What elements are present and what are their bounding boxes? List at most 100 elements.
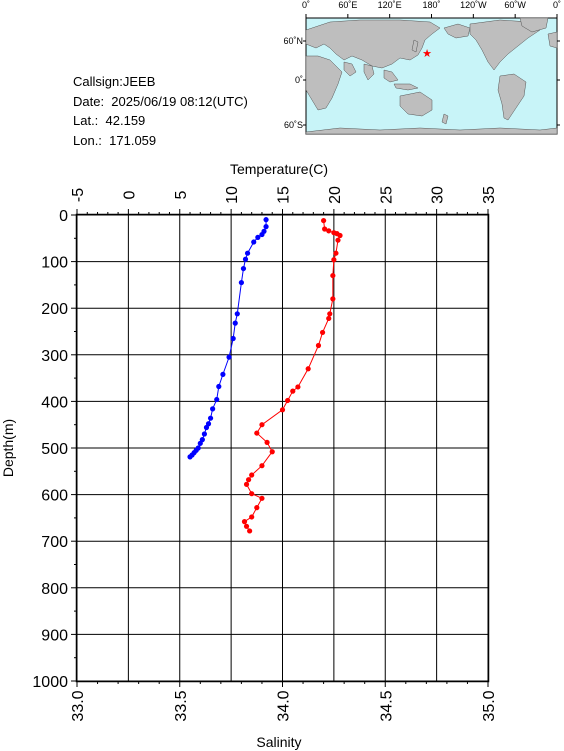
chart-grid — [76, 214, 489, 682]
salinity-point — [251, 239, 257, 245]
temperature-point — [330, 272, 336, 279]
map-lon-label: 180˚ — [422, 0, 440, 10]
salinity-tick-label: 33.5 — [173, 690, 190, 721]
salinity-point — [197, 440, 203, 446]
temperature-point — [247, 528, 253, 534]
map-longitude-labels: 0˚ 60˚E 120˚E 180˚ 120˚W 60˚W 0˚ — [302, 0, 561, 10]
temperature-point — [259, 422, 265, 428]
temperature-tick-label: 15 — [276, 186, 293, 204]
temperature-point — [264, 439, 270, 446]
temperature-point — [249, 491, 255, 497]
longitude-text: Lon.: 171.059 — [73, 132, 157, 148]
salinity-point — [226, 354, 232, 360]
salinity-point — [238, 279, 244, 286]
temperature-point — [249, 514, 255, 520]
temperature-point — [269, 449, 275, 455]
depth-tick-label: 300 — [41, 348, 68, 365]
depth-tick-label: 200 — [41, 301, 68, 318]
salinity-point — [201, 431, 208, 437]
map-lat-label: 60˚N — [283, 36, 303, 46]
temperature-point — [322, 226, 328, 232]
latitude-text: Lat.: 42.159 — [73, 113, 146, 128]
temperature-point — [279, 407, 286, 413]
salinity-point — [189, 452, 195, 458]
temperature-point — [259, 463, 265, 469]
temperature-tick-label: 20 — [327, 186, 344, 204]
temperature-point — [290, 388, 296, 394]
salinity-point — [230, 335, 236, 342]
temperature-axis-label: Temperature(C) — [230, 161, 328, 177]
temperature-point — [321, 217, 327, 224]
salinity-axis: 33.0 33.5 34.0 34.5 35.0 — [70, 681, 498, 722]
salinity-line — [189, 219, 267, 458]
series-layer — [187, 217, 343, 534]
salinity-point — [263, 224, 269, 230]
salinity-point — [193, 447, 199, 453]
map-lon-label: 60˚E — [338, 0, 357, 10]
temperature-point — [254, 430, 260, 436]
depth-tick-label: 500 — [41, 441, 68, 458]
salinity-point — [259, 231, 265, 238]
salinity-point — [261, 228, 267, 234]
temperature-point — [243, 523, 250, 529]
depth-axis-label: Depth(m) — [0, 419, 16, 477]
world-map: ★ 0˚ 60˚E 120˚E 180˚ 120˚W 60˚W 0˚ 60˚N 0˚ 60˚S — [283, 0, 561, 135]
temperature-point — [333, 250, 339, 256]
callsign-text: Callsign:JEEB — [73, 74, 156, 89]
salinity-point — [244, 250, 251, 256]
temperature-axis: -5 0 5 10 15 20 25 30 35 — [70, 186, 498, 215]
salinity-tick-label: 34.0 — [276, 690, 293, 721]
depth-tick-label: 100 — [41, 255, 68, 272]
temperature-point — [327, 311, 333, 317]
temperature-point — [254, 505, 260, 511]
temperature-point — [249, 472, 255, 478]
salinity-point — [207, 415, 214, 421]
salinity-point — [240, 265, 247, 272]
temperature-point — [295, 384, 301, 390]
depth-axis: 0 100 200 300 400 500 600 700 800 900 1000 — [32, 208, 77, 691]
map-lon-label: 0˚ — [302, 0, 310, 10]
depth-tick-label: 800 — [41, 581, 68, 598]
map-latitude-labels: 60˚N 0˚ 60˚S — [283, 36, 303, 130]
salinity-point — [232, 320, 238, 326]
depth-tick-label: 0 — [59, 208, 68, 225]
salinity-point — [242, 256, 249, 262]
temperature-point — [330, 296, 336, 302]
temperature-point — [315, 342, 322, 349]
depth-tick-label: 700 — [41, 534, 68, 551]
temperature-point — [305, 366, 311, 372]
temperature-point — [335, 237, 341, 243]
temperature-tick-label: -5 — [70, 188, 87, 202]
map-lon-label: 0˚ — [553, 0, 561, 10]
date-text: Date: 2025/06/19 08:12(UTC) — [73, 93, 248, 109]
salinity-axis-label: Salinity — [256, 734, 301, 750]
temperature-point — [331, 230, 337, 236]
plot-frame — [75, 213, 490, 683]
depth-tick-label: 400 — [41, 394, 68, 411]
map-land — [305, 17, 558, 135]
salinity-point — [195, 445, 201, 451]
map-ticks — [303, 14, 560, 126]
salinity-point — [263, 217, 269, 223]
salinity-point — [191, 450, 197, 456]
temperature-point — [334, 231, 340, 237]
salinity-point — [234, 311, 240, 317]
salinity-point — [187, 454, 193, 460]
station-info: Callsign:JEEB Date: 2025/06/19 08:12(UTC… — [73, 72, 248, 150]
temperature-line — [243, 220, 341, 532]
temperature-point — [245, 477, 252, 483]
salinity-point — [199, 437, 205, 443]
temperature-point — [326, 315, 332, 322]
depth-tick-label: 1000 — [32, 674, 68, 691]
salinity-tick-label: 33.0 — [70, 690, 87, 721]
salinity-point — [203, 424, 210, 431]
temperature-point — [243, 481, 250, 487]
map-lat-label: 0˚ — [295, 75, 303, 85]
temperature-point — [326, 228, 332, 234]
salinity-point — [210, 406, 216, 412]
salinity-tick-label: 34.5 — [378, 690, 395, 721]
map-lon-label: 120˚E — [378, 0, 402, 10]
salinity-tick-label: 35.0 — [481, 690, 498, 721]
temperature-point — [259, 495, 265, 501]
temperature-tick-label: 35 — [481, 186, 498, 204]
